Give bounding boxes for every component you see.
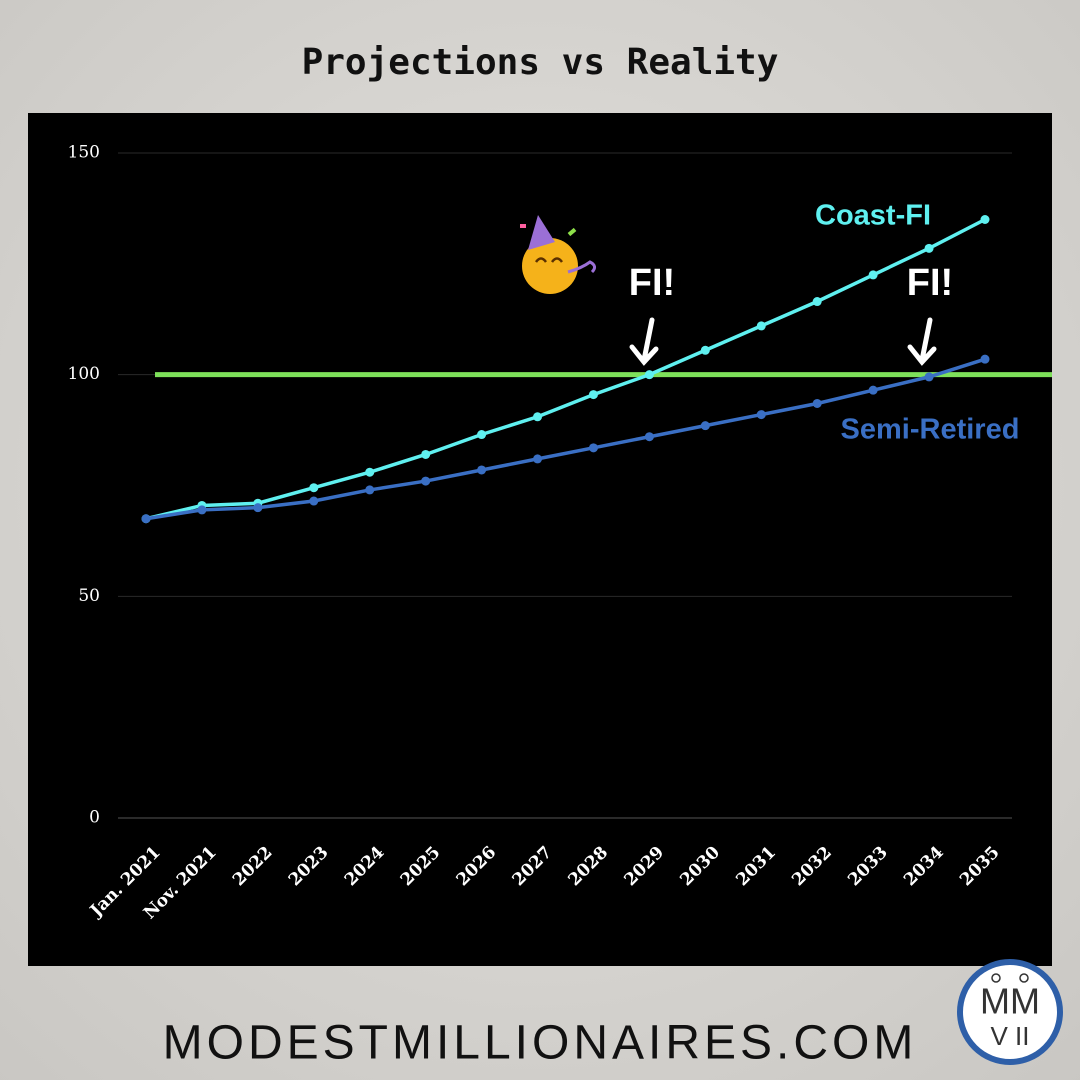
point xyxy=(868,270,878,280)
logo-text: MM xyxy=(980,981,1040,1022)
point xyxy=(812,297,822,307)
point xyxy=(980,215,990,224)
point xyxy=(588,443,598,453)
point xyxy=(197,505,207,515)
annotation: FI! xyxy=(629,262,675,304)
logo-ring xyxy=(957,959,1063,1065)
point xyxy=(588,390,598,400)
confetti xyxy=(520,224,526,228)
point xyxy=(309,483,319,493)
point xyxy=(868,385,878,395)
y-tick-label: 150 xyxy=(68,143,100,163)
point xyxy=(700,421,710,431)
annotation-arrow xyxy=(629,317,659,366)
point xyxy=(533,454,543,464)
logo: MM V II xyxy=(957,959,1063,1065)
emoji-hat xyxy=(528,215,555,250)
confetti xyxy=(567,227,577,237)
annotation-arrow xyxy=(907,317,937,366)
point xyxy=(980,354,990,364)
y-tick-label: 100 xyxy=(68,364,100,384)
point xyxy=(644,370,654,380)
y-tick-label: 50 xyxy=(78,586,100,606)
point xyxy=(700,345,710,355)
series-line xyxy=(145,217,986,521)
point xyxy=(756,410,766,420)
logo-dot xyxy=(1019,973,1029,983)
point xyxy=(421,449,431,459)
annotation: FI! xyxy=(907,262,953,304)
logo-text: V II xyxy=(990,1021,1029,1051)
point xyxy=(756,321,766,331)
emoji xyxy=(520,215,597,294)
point xyxy=(421,476,431,486)
point xyxy=(477,430,487,440)
point xyxy=(365,467,375,477)
point xyxy=(365,485,375,495)
point xyxy=(924,372,934,382)
logo-dot xyxy=(991,973,1001,983)
point xyxy=(477,465,487,475)
footer-site: MODESTMILLIONAIRES.COM xyxy=(163,1017,918,1070)
point xyxy=(253,503,263,513)
point xyxy=(309,496,319,506)
series-label: Coast-FI xyxy=(815,200,931,232)
point xyxy=(644,432,654,442)
y-tick-label: 0 xyxy=(89,808,100,828)
emoji-face xyxy=(522,238,578,294)
point xyxy=(141,514,151,524)
chart-title: Projections vs Reality xyxy=(302,42,779,83)
point xyxy=(533,412,543,422)
series-label: Semi-Retired xyxy=(841,414,1020,446)
series-line xyxy=(145,357,986,521)
point xyxy=(924,243,934,253)
emoji-eyes xyxy=(534,257,564,263)
point xyxy=(812,398,822,408)
emoji-horn xyxy=(567,260,597,274)
